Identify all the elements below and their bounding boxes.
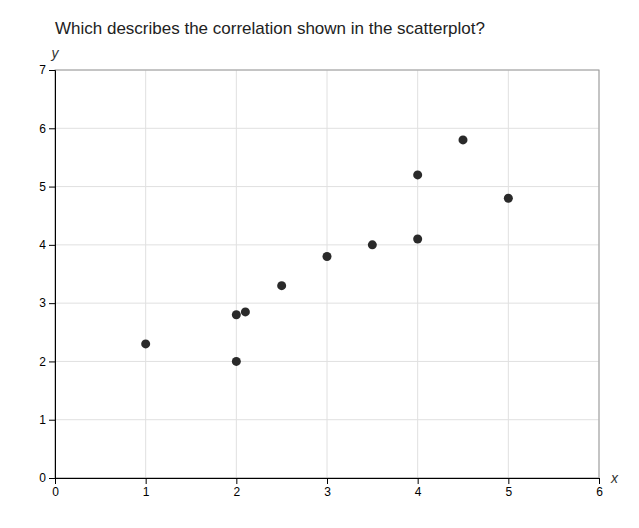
grid-line-x	[417, 70, 418, 478]
x-tick: 1	[143, 478, 150, 499]
x-tick-mark	[327, 478, 328, 484]
grid-line-x	[327, 70, 328, 478]
scatter-point	[413, 235, 422, 244]
y-tick: 7	[39, 63, 55, 77]
y-tick-mark	[49, 70, 55, 71]
scatter-point	[413, 170, 422, 179]
x-tick-label: 0	[52, 485, 59, 499]
grid-line-y	[55, 186, 599, 187]
x-tick: 6	[596, 478, 603, 499]
y-tick-label: 1	[39, 413, 46, 427]
y-tick-label: 5	[39, 180, 46, 194]
scatter-point	[459, 135, 468, 144]
scatter-point	[323, 252, 332, 261]
y-axis: 0 1 2 3 4 5 6 7	[39, 63, 55, 485]
y-tick: 4	[39, 238, 55, 252]
y-tick-mark	[49, 361, 55, 362]
y-tick: 0	[39, 471, 55, 485]
points	[141, 135, 513, 365]
scatter-point	[141, 339, 150, 348]
grid-line-y	[55, 244, 599, 245]
x-tick-label: 5	[505, 485, 512, 499]
x-tick-mark	[418, 478, 419, 484]
grid-line-y	[55, 419, 599, 420]
x-tick: 2	[233, 478, 240, 499]
x-tick: 4	[415, 478, 422, 499]
x-axis: 0 1 2 3 4 5 6	[52, 478, 603, 499]
x-tick-mark	[146, 478, 147, 484]
y-tick-mark	[49, 245, 55, 246]
y-tick-label: 0	[39, 471, 46, 485]
x-tick-label: 3	[324, 485, 331, 499]
scatter-point	[241, 307, 250, 316]
x-tick-mark	[236, 478, 237, 484]
x-tick-label: 6	[596, 485, 603, 499]
x-axis-label: x	[610, 470, 619, 486]
y-axis-line	[49, 71, 56, 479]
x-axis-line	[56, 479, 600, 485]
y-tick: 5	[39, 180, 55, 194]
scatter-point	[277, 281, 286, 290]
y-tick-label: 6	[39, 122, 46, 136]
grid-line-y	[55, 303, 599, 304]
grid-line-x	[145, 70, 146, 478]
x-tick: 3	[324, 478, 331, 499]
y-tick-label: 3	[39, 296, 46, 310]
scatter-point	[368, 240, 377, 249]
scatter-point	[232, 357, 241, 366]
x-tick-label: 2	[233, 485, 240, 499]
scatter-point	[504, 194, 513, 203]
y-tick: 2	[39, 355, 55, 369]
x-tick: 0	[52, 478, 59, 499]
y-tick-label: 4	[39, 238, 46, 252]
y-tick: 3	[39, 296, 55, 310]
x-tick-label: 1	[143, 485, 150, 499]
y-axis-label: y	[51, 45, 60, 61]
y-tick-mark	[49, 128, 55, 129]
plot-frame	[55, 70, 599, 478]
y-tick: 6	[39, 122, 55, 136]
x-tick-mark	[599, 478, 600, 484]
grid-line-x	[236, 70, 237, 478]
x-tick-mark	[508, 478, 509, 484]
x-tick: 5	[505, 478, 512, 499]
y-tick-label: 2	[39, 355, 46, 369]
y-tick-mark	[49, 420, 55, 421]
x-tick-label: 4	[415, 485, 422, 499]
plot-area: 0 1 2 3 4 5 6 0 1 2 3 4 5 6 7 x y	[39, 45, 619, 499]
grid-line-y	[55, 361, 599, 362]
scatter-point	[232, 310, 241, 319]
grid	[55, 70, 599, 478]
y-tick-mark	[49, 303, 55, 304]
y-tick: 1	[39, 413, 55, 427]
chart-root: Which describes the correlation shown in…	[0, 0, 639, 528]
grid-line-x	[508, 70, 509, 478]
y-tick-mark	[49, 478, 55, 479]
y-tick-label: 7	[39, 63, 46, 77]
chart-title: Which describes the correlation shown in…	[55, 19, 485, 38]
y-tick-mark	[49, 187, 55, 188]
grid-line-y	[55, 128, 599, 129]
